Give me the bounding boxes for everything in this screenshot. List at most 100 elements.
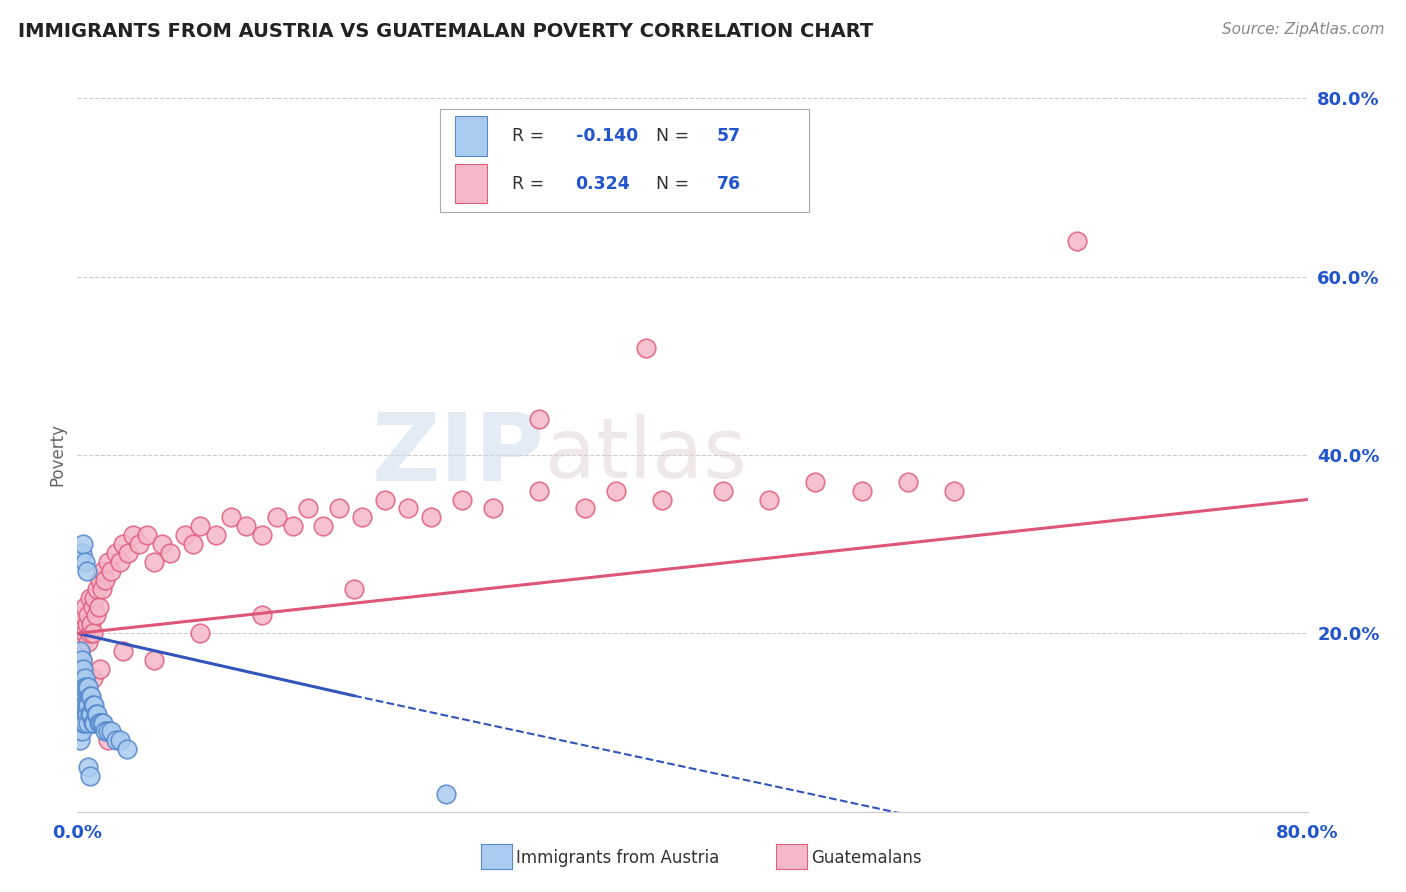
Point (67, 724, 90, 739)
Point (100, 564, 122, 578)
Text: IMMIGRANTS FROM AUSTRIA VS GUATEMALAN POVERTY CORRELATION CHART: IMMIGRANTS FROM AUSTRIA VS GUATEMALAN PO… (18, 22, 873, 41)
Point (72, 537, 94, 551)
Point (69, 698, 91, 712)
Point (942, 483, 965, 498)
Point (82, 626, 104, 640)
Point (77, 715, 100, 730)
Point (70, 653, 93, 667)
Text: ZIP: ZIP (373, 409, 546, 501)
Point (70, 671, 93, 685)
Point (87, 715, 110, 730)
Point (350, 510, 373, 524)
Point (72, 715, 94, 730)
Point (250, 608, 273, 623)
Point (93, 715, 115, 730)
Point (69, 662, 91, 676)
Point (174, 528, 197, 542)
Point (79, 689, 101, 703)
Point (112, 644, 135, 658)
Point (84, 608, 107, 623)
Point (328, 501, 350, 516)
Point (181, 537, 204, 551)
Point (89, 662, 111, 676)
Point (72, 698, 94, 712)
Y-axis label: Poverty: Poverty (48, 424, 66, 486)
Point (80, 689, 103, 703)
Point (312, 519, 335, 533)
Point (76, 706, 98, 721)
Point (436, 787, 458, 801)
Point (605, 483, 627, 498)
Point (70, 724, 93, 739)
Point (89, 715, 111, 730)
Point (76, 698, 98, 712)
Point (82, 698, 104, 712)
Point (527, 483, 550, 498)
Point (235, 519, 257, 533)
Text: 76: 76 (717, 175, 741, 193)
Point (115, 742, 138, 756)
Point (70, 617, 93, 632)
Point (69, 680, 91, 694)
Point (851, 483, 873, 498)
Point (69, 644, 91, 658)
Point (87, 599, 110, 614)
Point (83, 698, 105, 712)
Point (67, 689, 90, 703)
Point (79, 591, 101, 605)
Text: 0.324: 0.324 (575, 175, 630, 193)
Point (110, 733, 132, 747)
Text: 57: 57 (717, 127, 741, 145)
Point (128, 537, 150, 551)
Point (76, 564, 98, 578)
Point (135, 528, 157, 542)
Point (636, 341, 658, 355)
Point (73, 680, 96, 694)
Point (73, 698, 96, 712)
Text: R =: R = (512, 175, 550, 193)
Point (84, 706, 107, 721)
Point (450, 492, 472, 507)
Point (70, 706, 93, 721)
Text: atlas: atlas (546, 415, 747, 495)
Point (72, 680, 94, 694)
Point (73, 671, 96, 685)
Point (77, 608, 100, 623)
Point (481, 501, 503, 516)
Point (83, 715, 105, 730)
Point (70, 680, 93, 694)
Point (72, 608, 94, 623)
Point (188, 519, 212, 533)
Point (1066, 234, 1088, 248)
Point (76, 680, 98, 694)
Point (93, 564, 115, 578)
Point (112, 537, 135, 551)
Point (104, 733, 127, 747)
Point (73, 626, 96, 640)
Point (90, 582, 114, 596)
Point (100, 724, 122, 739)
Point (70, 653, 93, 667)
Point (82, 671, 104, 685)
Point (70, 546, 93, 560)
Point (83, 591, 105, 605)
Point (76, 617, 98, 632)
Point (758, 492, 780, 507)
Point (69, 733, 91, 747)
Point (90, 715, 114, 730)
Point (159, 546, 181, 560)
Text: R =: R = (512, 127, 550, 145)
Point (69, 644, 91, 658)
FancyBboxPatch shape (456, 164, 488, 203)
Text: Immigrants from Austria: Immigrants from Austria (516, 849, 720, 867)
Point (374, 492, 396, 507)
Point (711, 483, 734, 498)
Point (77, 635, 100, 649)
Point (79, 769, 101, 783)
Point (804, 475, 827, 489)
Point (266, 510, 288, 524)
Point (117, 546, 139, 560)
Point (80, 706, 103, 721)
Point (73, 599, 96, 614)
Point (250, 528, 273, 542)
